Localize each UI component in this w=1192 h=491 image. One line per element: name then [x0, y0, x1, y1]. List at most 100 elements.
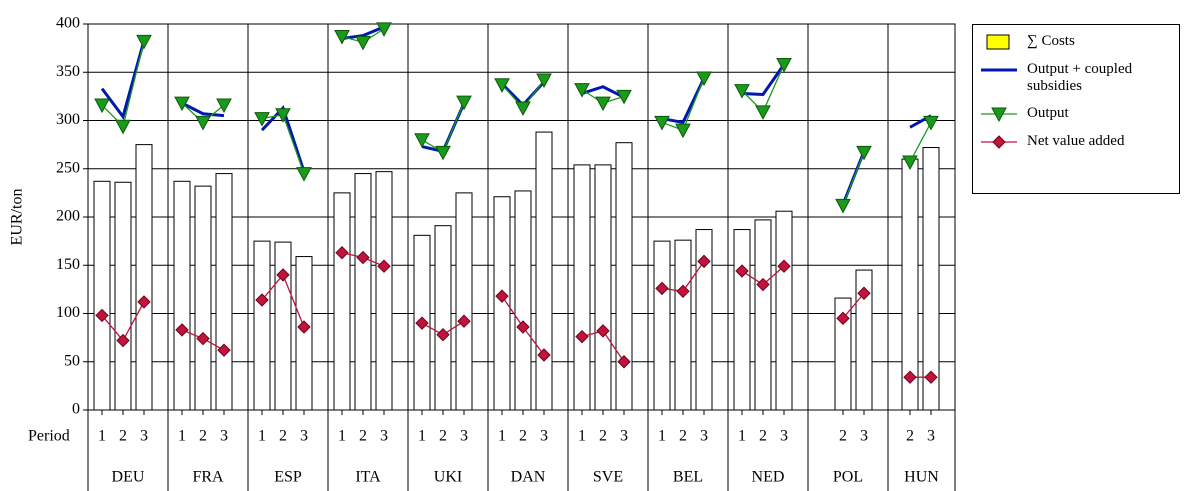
- cost-bar: [455, 192, 473, 411]
- group-label: SVE: [593, 469, 623, 486]
- legend-symbol: [986, 34, 1010, 50]
- period-label: 3: [460, 428, 468, 445]
- y-tick-label: 250: [56, 159, 80, 176]
- y-tick-label: 150: [56, 256, 80, 273]
- legend-label: ∑ Costs: [1027, 33, 1075, 49]
- series-line: [741, 63, 786, 96]
- series-line: [909, 122, 932, 163]
- cost-bar: [775, 210, 793, 411]
- output-marker: [494, 78, 510, 93]
- y-tick-label: 0: [72, 401, 80, 418]
- output-marker: [195, 115, 211, 131]
- y-tick-label: 100: [56, 304, 80, 321]
- nva-marker: [297, 320, 311, 334]
- series-line: [421, 101, 465, 154]
- legend-symbol: [992, 135, 1006, 149]
- nva-marker: [95, 308, 109, 323]
- period-label: 2: [599, 428, 607, 445]
- period-label: 2: [359, 428, 367, 445]
- cost-bar: [194, 185, 212, 411]
- y-tick-label: 350: [56, 63, 80, 80]
- output-marker: [835, 198, 851, 214]
- period-label: 3: [927, 428, 935, 445]
- nva-marker: [137, 295, 151, 309]
- output-marker: [654, 115, 670, 131]
- output-marker: [355, 35, 371, 51]
- legend-item: Output: [979, 105, 1173, 123]
- period-label: 2: [439, 428, 447, 445]
- output-marker: [902, 155, 918, 171]
- nva-marker: [516, 320, 530, 334]
- cost-bar: [514, 190, 532, 411]
- period-label: 2: [199, 428, 207, 445]
- period-label: 3: [540, 428, 548, 445]
- period-label: 1: [98, 428, 106, 445]
- legend: ∑ Costs Output + coupled subsidies Output N…: [972, 24, 1180, 194]
- period-label: 2: [906, 428, 914, 445]
- nva-marker: [924, 370, 938, 384]
- nva-marker: [617, 355, 631, 369]
- nva-marker: [596, 324, 610, 338]
- period-label: 1: [178, 428, 186, 445]
- cost-bar: [274, 241, 292, 411]
- cost-bar: [653, 240, 671, 411]
- period-label: 2: [519, 428, 527, 445]
- nva-marker: [377, 259, 391, 273]
- period-label: 3: [860, 428, 868, 445]
- legend-item: Net value added: [979, 133, 1173, 151]
- output-marker: [435, 145, 451, 161]
- group-label: BEL: [673, 469, 703, 486]
- cost-bar: [354, 173, 372, 411]
- output-marker: [574, 83, 590, 98]
- series-line: [581, 85, 625, 99]
- period-label: 3: [140, 428, 148, 445]
- nva-marker: [777, 259, 791, 273]
- cost-bar: [434, 225, 452, 411]
- output-marker: [536, 73, 552, 89]
- output-marker: [515, 101, 531, 117]
- legend-label: Net value added: [1027, 133, 1125, 149]
- cost-bar: [754, 219, 772, 411]
- output-marker: [254, 112, 270, 127]
- period-label: 3: [700, 428, 708, 445]
- nva-marker: [903, 370, 917, 384]
- series-line: [842, 292, 865, 319]
- group-label: DEU: [112, 469, 145, 486]
- nva-marker: [116, 333, 130, 348]
- output-marker: [456, 95, 472, 111]
- nva-marker: [335, 245, 349, 260]
- period-label: 3: [300, 428, 308, 445]
- cost-bar: [535, 131, 553, 411]
- output-marker: [115, 119, 131, 135]
- cost-bar: [695, 229, 713, 411]
- nva-marker: [436, 328, 450, 342]
- nva-marker: [495, 289, 509, 303]
- y-tick-label: 200: [56, 208, 80, 225]
- series-line: [181, 101, 225, 118]
- cost-bar: [573, 164, 591, 411]
- nva-marker: [575, 329, 589, 344]
- nva-marker: [735, 264, 749, 278]
- cost-bar: [114, 181, 132, 411]
- period-label: 1: [258, 428, 266, 445]
- period-label: 1: [498, 428, 506, 445]
- y-axis-label: EUR/ton: [9, 189, 26, 246]
- cost-bar: [375, 171, 393, 411]
- nva-marker: [857, 286, 871, 300]
- output-marker: [94, 98, 110, 114]
- group-label: DAN: [511, 469, 546, 486]
- nva-marker: [217, 343, 231, 357]
- period-label: 2: [759, 428, 767, 445]
- nva-marker: [655, 281, 669, 296]
- cost-bar: [173, 180, 191, 411]
- chart: EUR/ton Period 0 50 100 150 200 250 300 350 400 D…: [9, 15, 956, 491]
- group-label: POL: [833, 469, 863, 486]
- output-marker: [923, 115, 939, 131]
- period-label: 2: [839, 428, 847, 445]
- series-line: [341, 25, 385, 40]
- series-line: [100, 40, 146, 120]
- output-marker: [296, 167, 312, 182]
- output-marker: [174, 96, 190, 112]
- nva-marker: [697, 254, 711, 269]
